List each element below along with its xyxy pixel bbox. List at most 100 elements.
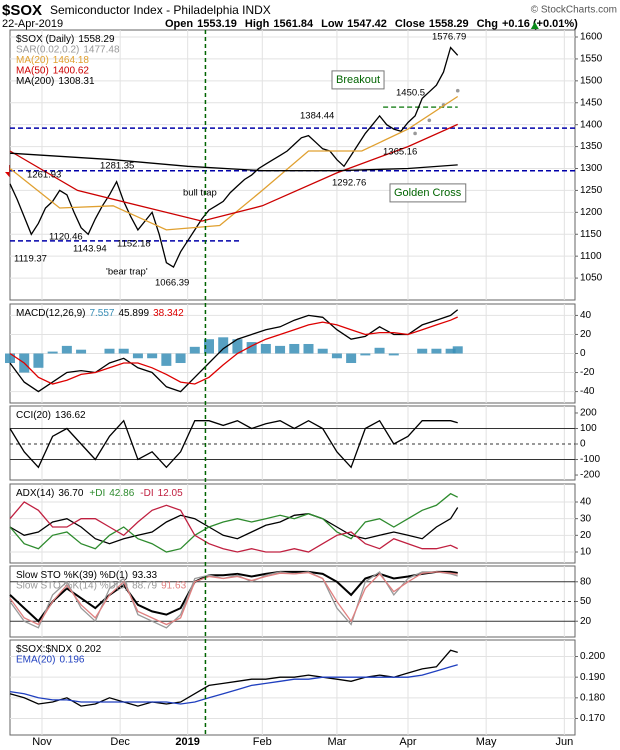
histogram-bar: [132, 353, 143, 359]
series-line: [9, 570, 458, 629]
y-tick-label: 1450: [580, 97, 603, 108]
legend-value: 12.05: [158, 488, 183, 499]
sar-dot: [455, 88, 460, 93]
y-tick-label: 30: [580, 513, 592, 524]
series-line: [9, 419, 458, 469]
x-tick-label: Mar: [327, 736, 346, 748]
series-line: [9, 123, 458, 222]
histogram-bar: [374, 347, 385, 354]
callout-box: [389, 183, 467, 203]
legend-name: MA(200): [16, 76, 54, 87]
sar-dot: [413, 131, 417, 136]
symbol: $SOX: [2, 2, 42, 19]
legend-name: $SOX:$NDX: [16, 644, 72, 655]
legend-name: MACD(12,26,9): [16, 308, 85, 319]
x-tick-label: Jun: [555, 736, 573, 748]
date: 22-Apr-2019: [2, 18, 63, 30]
histogram-bar: [317, 348, 328, 354]
legend-value: 1400.62: [53, 65, 90, 76]
histogram-bar: [275, 345, 286, 354]
legend-entry: CCI(20) 136.62: [16, 410, 86, 421]
annotation: 1143.94: [73, 244, 107, 255]
histogram-bar: [76, 349, 87, 354]
legend-value: 42.86: [109, 488, 134, 499]
quote: Open 1553.19 High 1561.84 Low 1547.42 Close 155…: [165, 18, 578, 30]
y-tick-label: 0.180: [580, 692, 605, 703]
y-tick-label: 1300: [580, 163, 603, 174]
legend-name: Slow STO %K(39) %D(1): [16, 570, 128, 581]
legend-value: 1477.48: [83, 44, 120, 55]
histogram-bar: [303, 343, 314, 354]
histogram-bar: [346, 353, 357, 364]
y-tick-label: 1350: [580, 141, 603, 152]
legend-entry: MA(20) 1464.18: [16, 55, 89, 66]
annotation: 1365.16: [383, 147, 417, 158]
y-tick-label: 50: [580, 596, 592, 607]
series-line: [9, 309, 459, 393]
histogram-bar: [417, 348, 428, 354]
legend-value: 0.202: [76, 644, 101, 655]
callout-label: Breakout: [336, 74, 380, 86]
series-line: [9, 501, 458, 553]
legend-entry: $SOX:$NDX 0.202: [16, 644, 102, 655]
annotation: 1384.44: [300, 111, 334, 122]
y-tick-label: 0: [580, 439, 586, 450]
legend-entry: Slow STO %K(39) %D(1) 93.33: [16, 570, 158, 581]
legend-entry: Slow STO %K(14) %D(3) 88.79 91.63: [16, 580, 187, 591]
x-tick-label: May: [476, 736, 497, 748]
y-tick-label: 1600: [580, 32, 603, 43]
histogram-bar: [161, 353, 172, 366]
x-tick-label: Nov: [32, 736, 52, 748]
histogram-bar: [118, 348, 129, 354]
y-tick-label: 1100: [580, 251, 602, 262]
y-tick-label: 20: [580, 530, 592, 541]
legend-name: ADX(14): [16, 488, 54, 499]
quote-label: High: [245, 18, 270, 30]
histogram-bar: [218, 337, 229, 354]
legend-entry: MA(200) 1308.31: [16, 76, 95, 87]
callout-box: [331, 70, 385, 90]
y-tick-label: 40: [580, 497, 592, 508]
legend-name: Slow STO %K(14) %D(3): [16, 580, 128, 591]
legend-name: MA(50): [16, 65, 49, 76]
legend-entry: $SOX (Daily) 1558.29: [16, 34, 115, 45]
histogram-bar: [431, 348, 442, 354]
y-tick-label: 0.200: [580, 651, 605, 662]
legend-value: 38.342: [153, 308, 184, 319]
histogram-bar: [33, 353, 44, 368]
histogram-bar: [246, 342, 257, 354]
legend-value: 45.899: [119, 308, 150, 319]
y-tick-label: 1250: [580, 185, 603, 196]
histogram-bar: [331, 353, 342, 359]
annotation: 1292.76: [332, 178, 366, 189]
quote-label: Low: [321, 18, 343, 30]
sar-dot: [427, 118, 432, 123]
legend-name: MA(20): [16, 55, 49, 66]
series-line: [9, 570, 458, 623]
y-tick-label: 20: [580, 616, 592, 627]
x-tick-label: Apr: [399, 736, 416, 748]
y-tick-label: 20: [580, 329, 592, 340]
y-tick-label: 1500: [580, 75, 603, 86]
histogram-bar: [203, 339, 214, 354]
y-tick-label: 40: [580, 310, 592, 321]
legend-value: 1464.18: [53, 55, 90, 66]
histogram-bar: [147, 353, 158, 359]
histogram-bar: [289, 343, 300, 354]
annotation: 1450.5: [396, 88, 425, 99]
y-tick-label: -200: [580, 470, 600, 481]
y-tick-label: 1150: [580, 229, 602, 240]
annotation: bull trap: [183, 188, 217, 199]
legend-value: 91.63: [161, 580, 186, 591]
legend-value: 136.62: [55, 410, 86, 421]
y-tick-label: 80: [580, 576, 592, 587]
histogram-bar: [5, 353, 15, 364]
callout-label: Golden Cross: [394, 187, 462, 199]
series-line: [9, 46, 459, 269]
y-tick-label: 1050: [580, 273, 603, 284]
quote-label: Close: [395, 18, 425, 30]
annotation: 1576.79: [432, 32, 466, 43]
legend-entry: MA(50) 1400.62: [16, 65, 89, 76]
